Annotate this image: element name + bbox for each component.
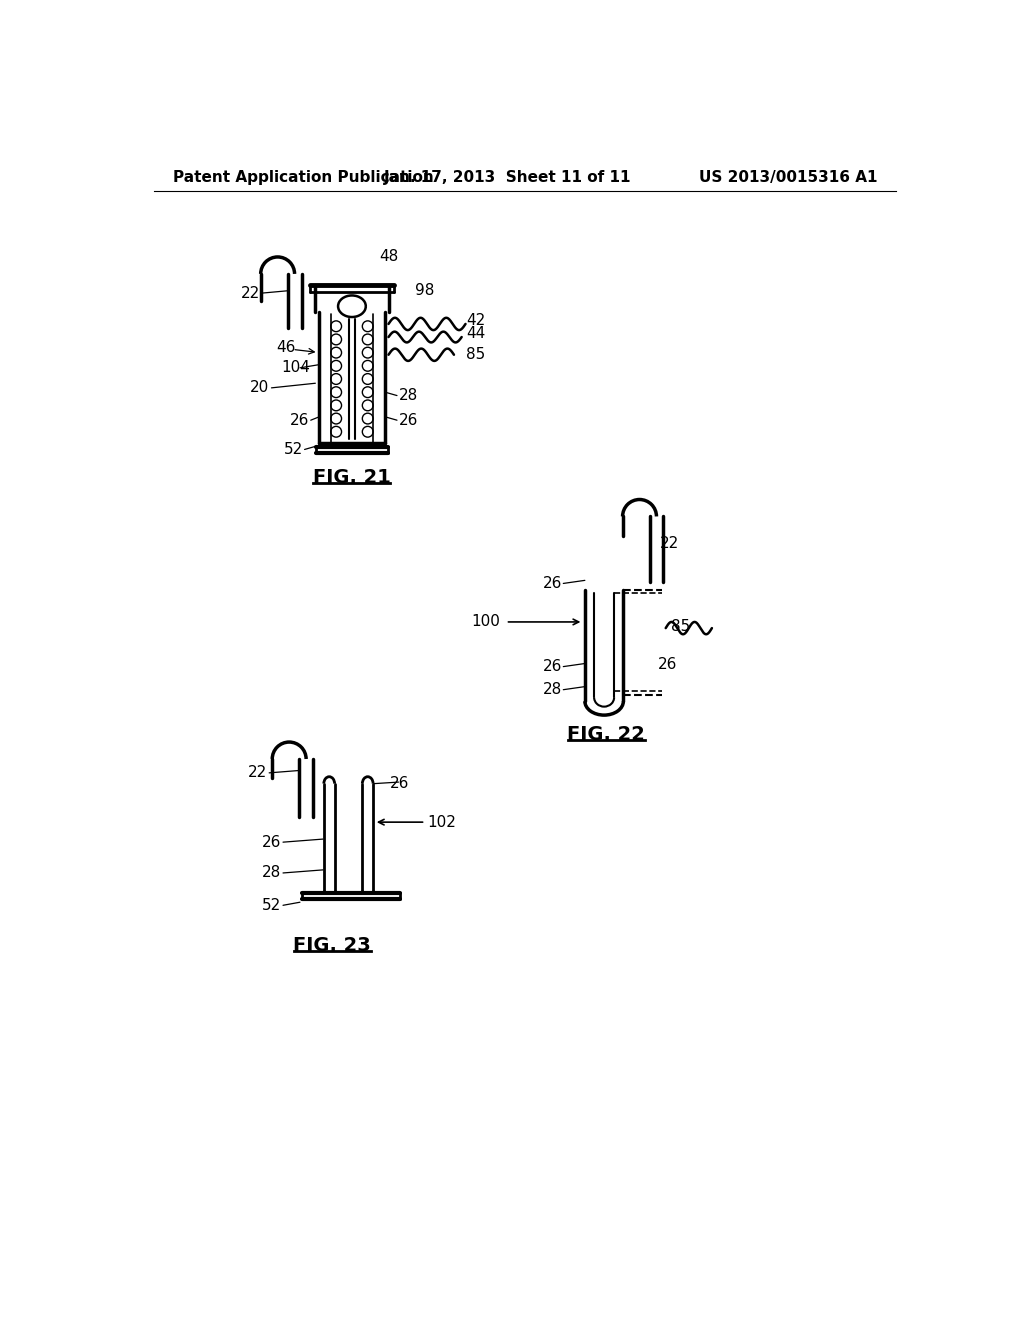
Text: 26: 26: [543, 576, 562, 591]
Text: 28: 28: [543, 682, 562, 697]
Text: 22: 22: [249, 766, 267, 780]
Text: 52: 52: [284, 442, 303, 457]
Text: 26: 26: [390, 776, 410, 791]
Text: Patent Application Publication: Patent Application Publication: [173, 170, 433, 185]
Text: 22: 22: [241, 285, 260, 301]
Text: 48: 48: [379, 249, 398, 264]
Text: 26: 26: [290, 413, 309, 428]
Text: 104: 104: [282, 360, 310, 375]
Text: 98: 98: [415, 284, 434, 298]
Text: 20: 20: [250, 380, 269, 396]
Text: 28: 28: [262, 866, 282, 880]
Text: 85: 85: [466, 347, 485, 362]
Text: 22: 22: [659, 536, 679, 550]
Text: 44: 44: [466, 326, 485, 342]
Text: 85: 85: [672, 619, 691, 634]
Text: 26: 26: [658, 657, 678, 672]
Text: 28: 28: [398, 388, 418, 403]
Text: 26: 26: [262, 834, 282, 850]
Text: 42: 42: [466, 313, 485, 327]
Text: 52: 52: [262, 898, 282, 913]
Text: 26: 26: [398, 413, 418, 428]
Text: US 2013/0015316 A1: US 2013/0015316 A1: [699, 170, 878, 185]
Text: FIG. 21: FIG. 21: [312, 467, 390, 487]
Text: 46: 46: [276, 339, 296, 355]
Text: Jan. 17, 2013  Sheet 11 of 11: Jan. 17, 2013 Sheet 11 of 11: [384, 170, 632, 185]
Text: 102: 102: [427, 814, 456, 830]
Text: FIG. 22: FIG. 22: [567, 725, 645, 744]
Text: FIG. 23: FIG. 23: [294, 936, 371, 954]
Text: 100: 100: [471, 614, 500, 630]
Text: 26: 26: [543, 659, 562, 675]
